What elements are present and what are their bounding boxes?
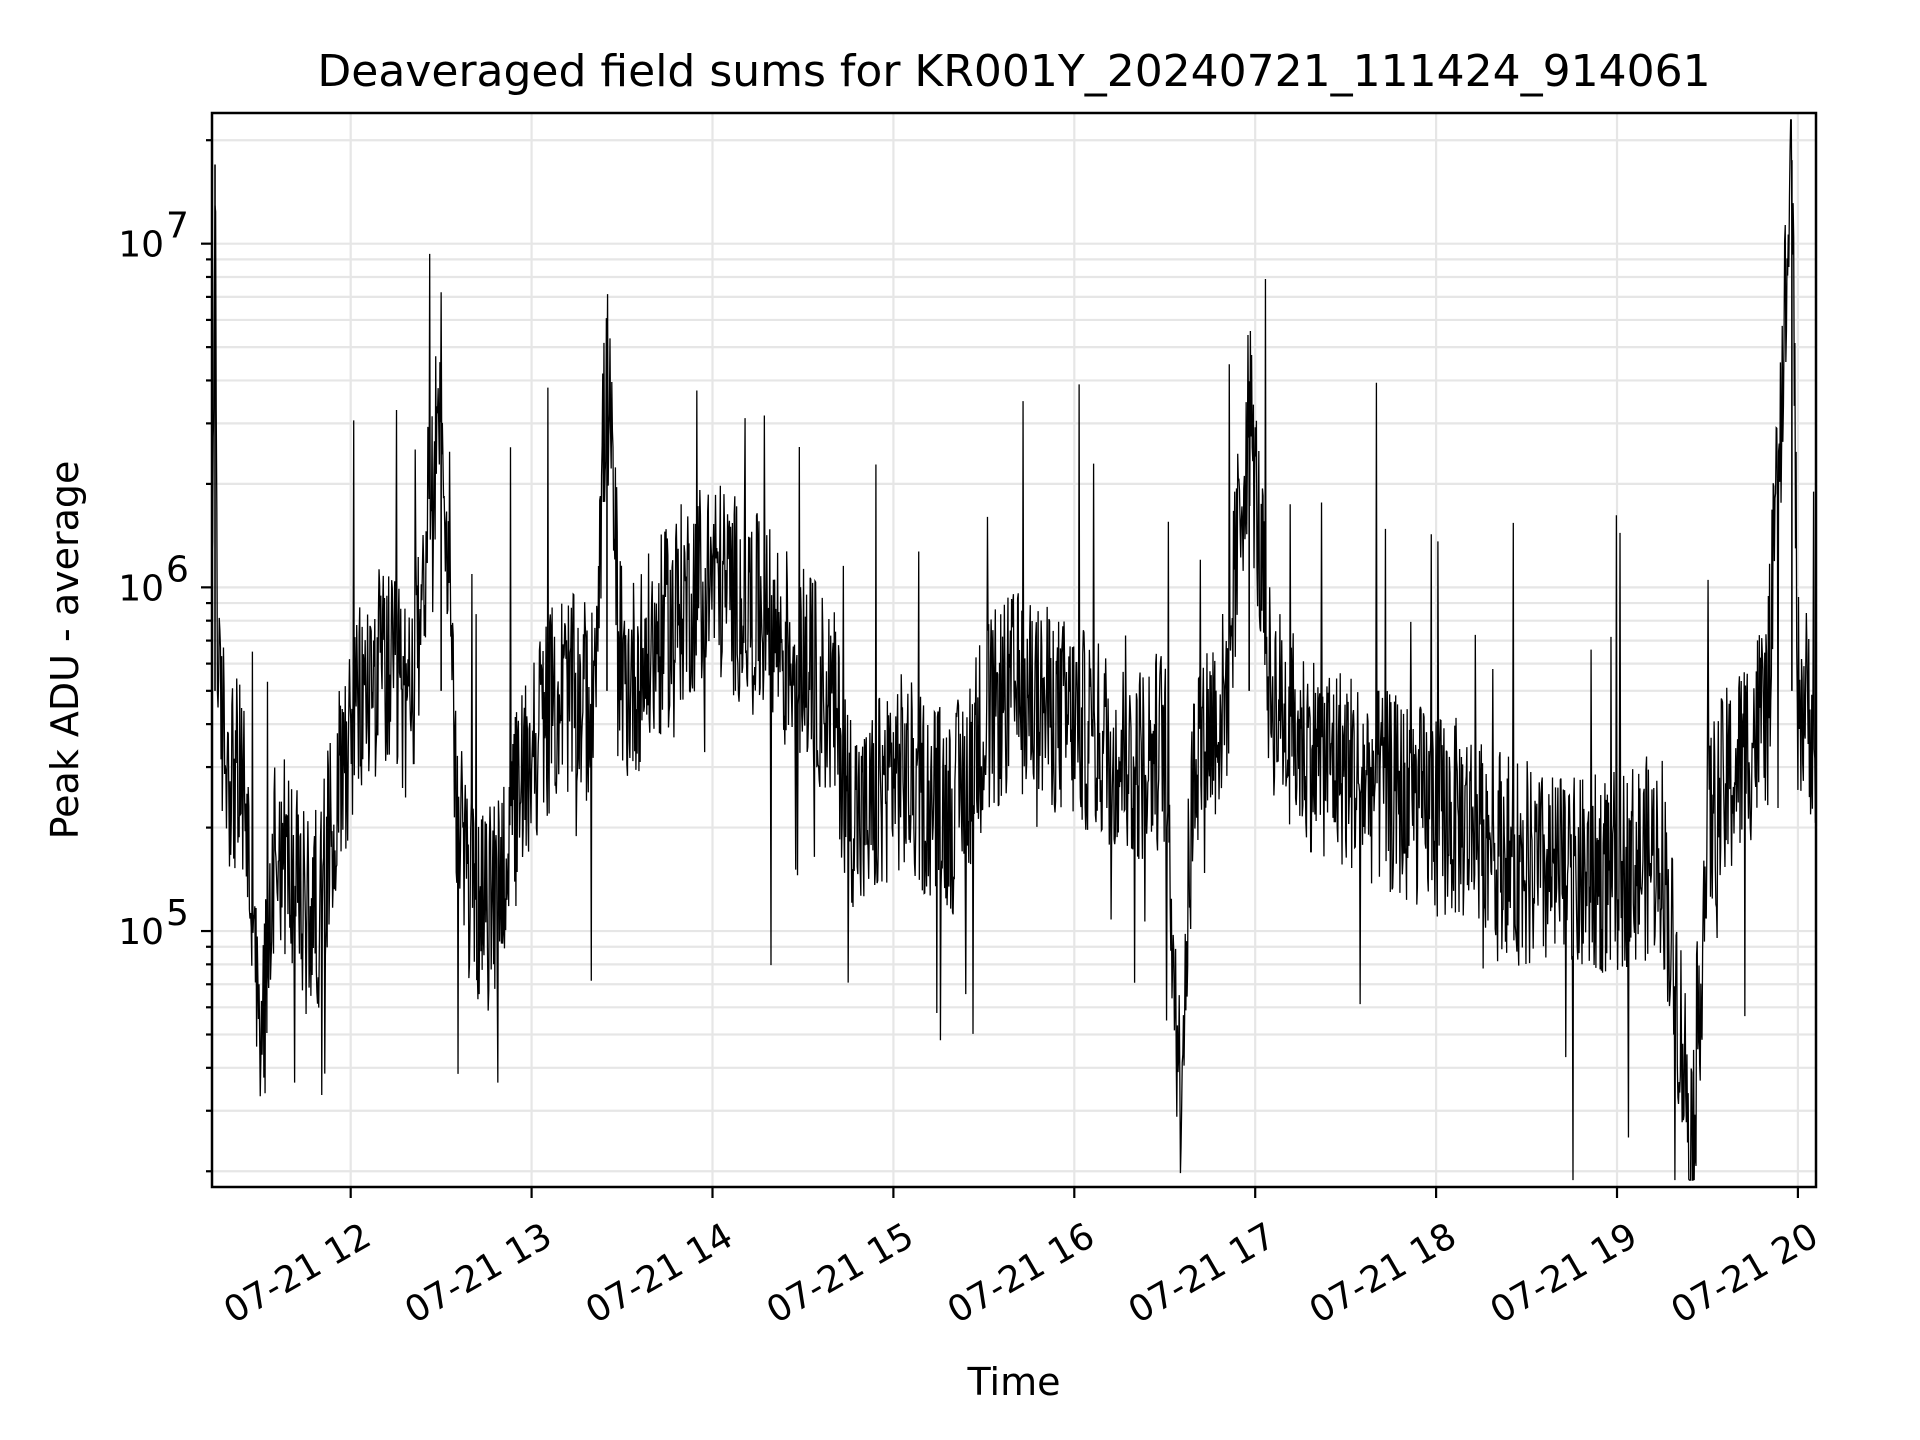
series-line	[211, 119, 1817, 1181]
y-tick-label: 10	[118, 568, 164, 609]
y-tick-label: 10	[118, 225, 164, 266]
y-axis-label: Peak ADU - average	[43, 461, 87, 840]
plot-frame	[210, 111, 1818, 1189]
x-axis-label: Time	[967, 1360, 1061, 1404]
y-tick-exponent: 5	[166, 893, 189, 934]
y-tick-label: 10	[118, 912, 164, 953]
series-layer	[211, 119, 1817, 1181]
y-tick-exponent: 7	[166, 206, 189, 247]
y-tick-exponent: 6	[166, 549, 189, 590]
chart-title: Deaveraged field sums for KR001Y_2024072…	[317, 46, 1710, 97]
